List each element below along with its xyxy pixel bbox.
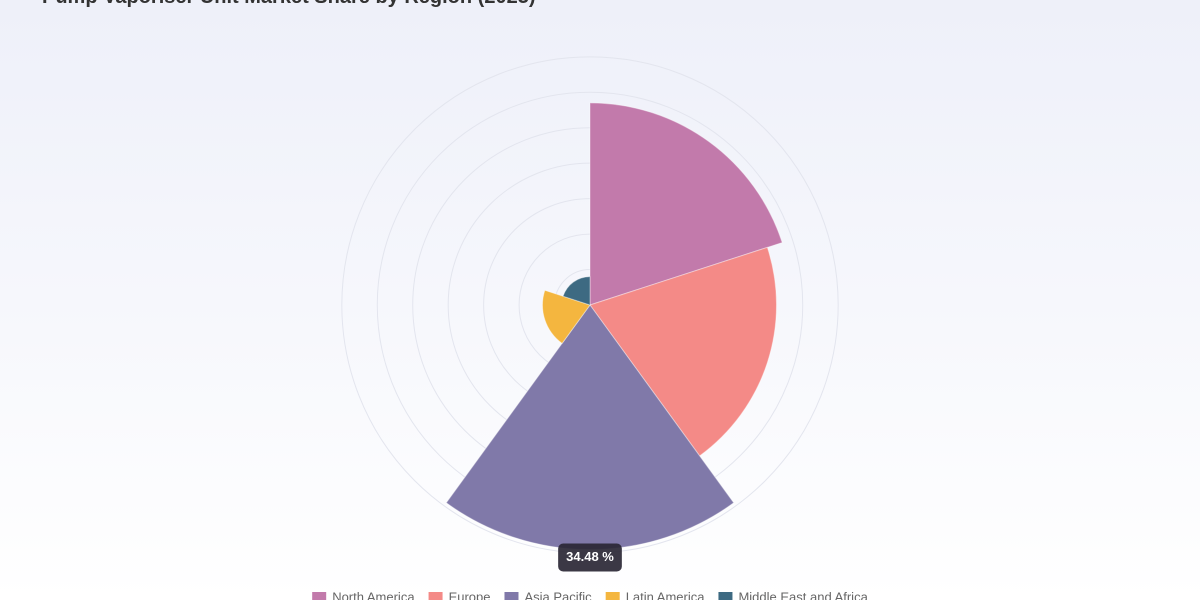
polar-segment [589, 102, 783, 306]
legend-label: Asia Pacific [524, 589, 592, 600]
legend-swatch [312, 592, 327, 600]
legend-label: Europe [449, 589, 491, 600]
tooltip: 34.48 % [558, 543, 622, 572]
legend-swatch [504, 592, 519, 600]
polar-segment [562, 276, 591, 306]
legend-label: Latin America [626, 589, 706, 600]
legend-label: North America [332, 589, 415, 600]
legend-swatch [428, 592, 443, 600]
polar-segment [589, 246, 777, 457]
legend-swatch [605, 592, 620, 600]
legend-label: Middle East and Africa [738, 589, 868, 600]
legend: North America Europe Asia Pacific Latin Ame… [312, 589, 869, 600]
polar-segment [542, 289, 591, 345]
tooltip-text: 34.48 % [566, 549, 614, 564]
tooltip-box [558, 543, 622, 572]
legend-swatch [718, 592, 733, 600]
chart-title: Pump Vaporiser Unit Market Share by Regi… [42, 0, 535, 8]
